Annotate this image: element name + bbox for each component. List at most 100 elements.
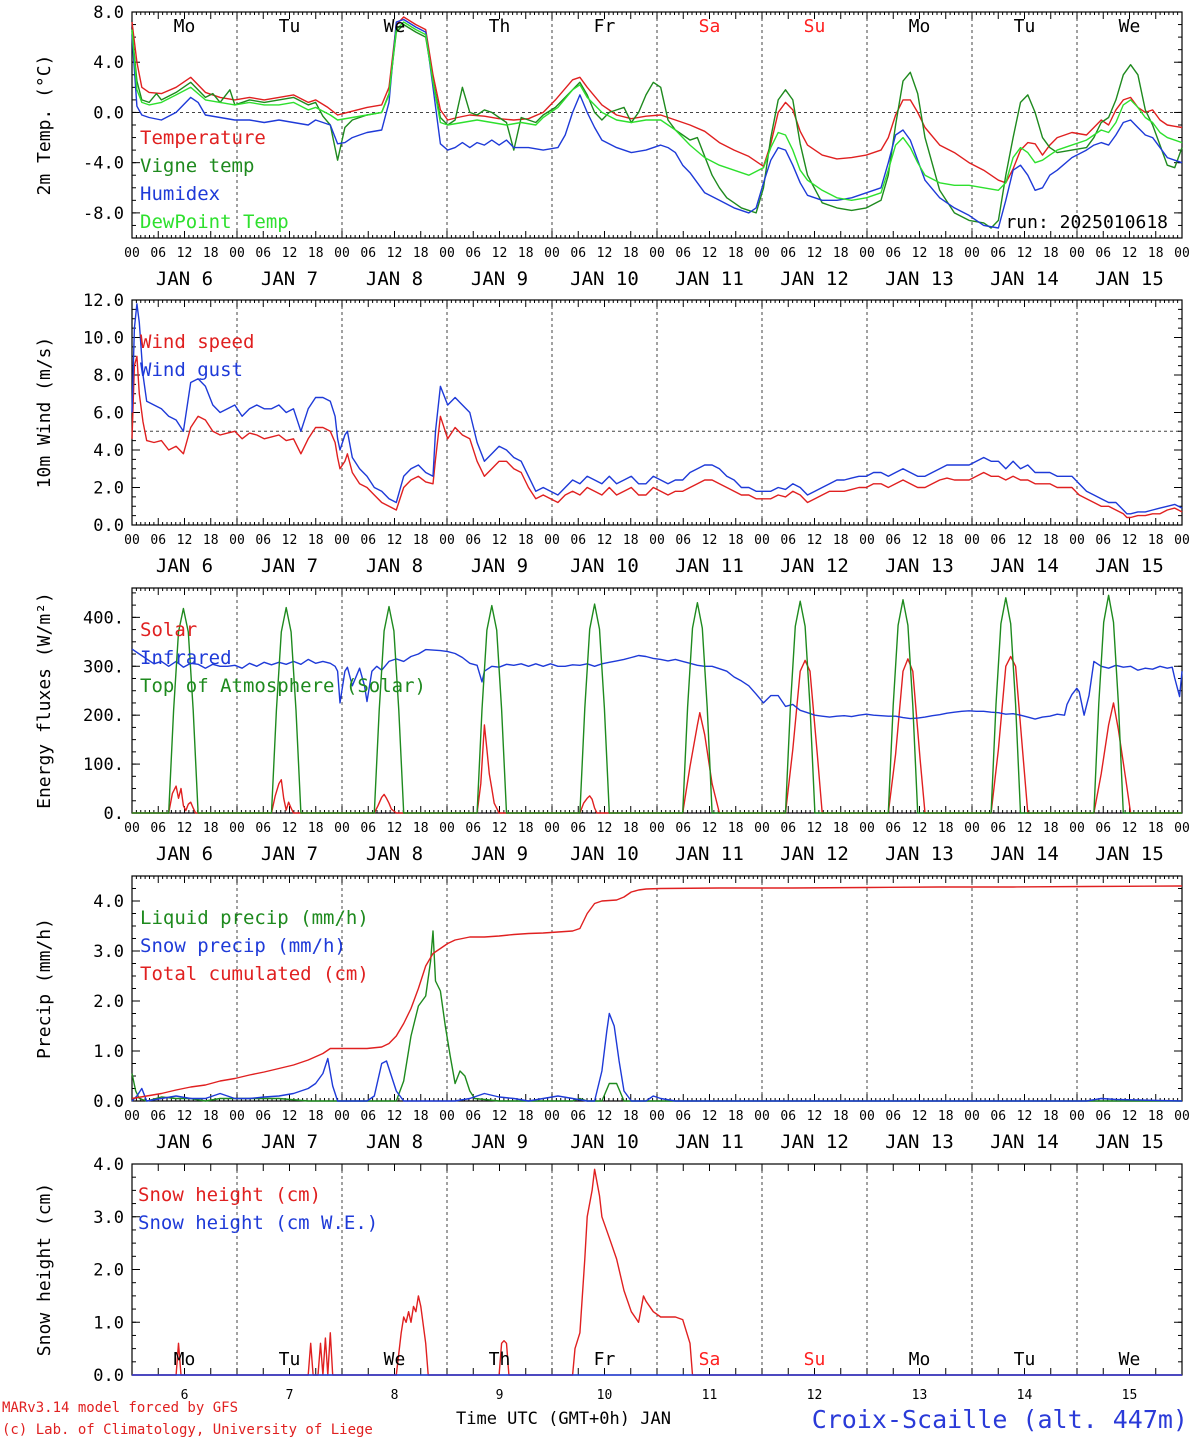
- hour-tick-label: 18: [1148, 246, 1164, 261]
- hour-tick-label: 12: [1017, 1109, 1033, 1124]
- hour-tick-label: 18: [518, 1109, 534, 1124]
- hour-tick-label: 12: [1017, 821, 1033, 836]
- hour-tick-label: 00: [1174, 1109, 1190, 1124]
- date-label: JAN 8: [366, 555, 423, 577]
- hour-tick-label: 00: [649, 821, 665, 836]
- series-line: [131, 21, 1183, 202]
- energy-fluxes-panel: 0. 100. 200. 300. 400. Energy fluxes (W/m²) So…: [34, 587, 1190, 865]
- date-label: 15: [1122, 1388, 1138, 1403]
- date-label: JAN 9: [471, 843, 528, 865]
- hour-tick-label: 06: [780, 246, 796, 261]
- y-tick-label: 100.: [83, 755, 124, 775]
- plot-frame: [131, 299, 1183, 526]
- hour-tick-label: 12: [702, 1109, 718, 1124]
- hour-tick-label: 06: [885, 246, 901, 261]
- date-label: JAN 6: [156, 268, 213, 290]
- day-name: Mo: [909, 16, 931, 37]
- hour-tick-label: 06: [885, 821, 901, 836]
- hour-tick-label: 00: [334, 246, 350, 261]
- run-label: run: 2025010618: [1005, 212, 1168, 233]
- legend-entry: Wind speed: [140, 331, 254, 353]
- hour-tick-label: 00: [859, 246, 875, 261]
- legend-entry: DewPoint Temp: [140, 211, 289, 233]
- hour-tick-label: 18: [833, 246, 849, 261]
- y-tick-label: 200.: [83, 706, 124, 726]
- hour-tick-label: 12: [1122, 533, 1138, 548]
- hour-tick-label: 18: [938, 1109, 954, 1124]
- hour-tick-label: 06: [360, 533, 376, 548]
- hour-tick-label: 00: [544, 821, 560, 836]
- hour-tick-label: 18: [413, 821, 429, 836]
- hour-tick-label: 00: [439, 533, 455, 548]
- hour-tick-label: 18: [938, 821, 954, 836]
- date-label: 12: [807, 1388, 823, 1403]
- hour-tick-label: 12: [702, 533, 718, 548]
- date-label: 14: [1017, 1388, 1033, 1403]
- hour-tick-label: 18: [1148, 533, 1164, 548]
- footer-model-credit: MARv3.14 model forced by GFS: [2, 1400, 238, 1416]
- y-tick-label: 0.: [104, 804, 124, 824]
- y-tick-label: 4.0: [93, 892, 124, 912]
- hour-tick-label: 12: [807, 533, 823, 548]
- day-name: Fr: [594, 1349, 616, 1370]
- hour-tick-label: 12: [177, 533, 193, 548]
- snow-height-panel: 0.0 1.0 2.0 3.0 4.0 Snow height (cm) Snow heig…: [34, 1155, 1183, 1403]
- y-tick-label: 2.0: [93, 1261, 124, 1281]
- hour-tick-label: 18: [728, 1109, 744, 1124]
- footer-lab-credit: (c) Lab. of Climatology, University of L…: [2, 1422, 373, 1438]
- hour-tick-label: 12: [282, 533, 298, 548]
- hour-tick-label: 12: [597, 246, 613, 261]
- date-label: JAN 13: [885, 1131, 954, 1153]
- hour-tick-label: 18: [623, 821, 639, 836]
- date-label: JAN 9: [471, 268, 528, 290]
- legend-entry: Vigne temp: [140, 155, 254, 177]
- hour-tick-label: 00: [859, 1109, 875, 1124]
- hour-tick-label: 00: [544, 533, 560, 548]
- hour-tick-label: 00: [754, 246, 770, 261]
- hour-tick-label: 12: [387, 533, 403, 548]
- hour-tick-label: 06: [990, 821, 1006, 836]
- hour-tick-label: 06: [255, 821, 271, 836]
- y-tick-label: 1.0: [93, 1042, 124, 1062]
- hour-tick-label: 06: [780, 1109, 796, 1124]
- hour-tick-label: 00: [229, 1109, 245, 1124]
- hour-tick-label: 12: [282, 246, 298, 261]
- hour-tick-label: 12: [492, 1109, 508, 1124]
- hour-tick-label: 00: [124, 246, 140, 261]
- hour-tick-label: 06: [150, 821, 166, 836]
- hour-tick-label: 18: [413, 246, 429, 261]
- y-tick-label: 3.0: [93, 1208, 124, 1228]
- day-name: Sa: [699, 1349, 721, 1370]
- date-label: 11: [702, 1388, 718, 1403]
- day-name: Su: [804, 16, 826, 37]
- hour-tick-label: 06: [465, 246, 481, 261]
- hour-tick-label: 18: [308, 533, 324, 548]
- hour-tick-label: 06: [1095, 1109, 1111, 1124]
- date-label: JAN 14: [990, 555, 1059, 577]
- hour-tick-label: 18: [1043, 533, 1059, 548]
- legend-entry: Wind gust: [140, 359, 243, 381]
- date-label: JAN 6: [156, 555, 213, 577]
- series-line: [131, 355, 1183, 519]
- hour-tick-label: 18: [203, 533, 219, 548]
- hour-tick-label: 06: [1095, 246, 1111, 261]
- hour-tick-label: 06: [675, 821, 691, 836]
- y-tick-label: 3.0: [93, 942, 124, 962]
- hour-tick-label: 18: [728, 246, 744, 261]
- date-label: JAN 11: [675, 843, 744, 865]
- hour-tick-label: 18: [308, 821, 324, 836]
- day-name: Tu: [1014, 1349, 1036, 1370]
- hour-tick-label: 12: [177, 1109, 193, 1124]
- hour-tick-label: 00: [124, 1109, 140, 1124]
- hour-tick-label: 00: [1174, 246, 1190, 261]
- hour-tick-label: 00: [1174, 533, 1190, 548]
- hour-tick-label: 18: [623, 1109, 639, 1124]
- hour-tick-label: 12: [282, 1109, 298, 1124]
- hour-tick-label: 18: [203, 821, 219, 836]
- hour-tick-label: 18: [203, 246, 219, 261]
- hour-tick-label: 18: [623, 533, 639, 548]
- day-name: Tu: [1014, 16, 1036, 37]
- legend-entry: Snow height (cm): [138, 1184, 321, 1206]
- hour-tick-label: 00: [229, 246, 245, 261]
- y-tick-label: 12.0: [83, 291, 124, 311]
